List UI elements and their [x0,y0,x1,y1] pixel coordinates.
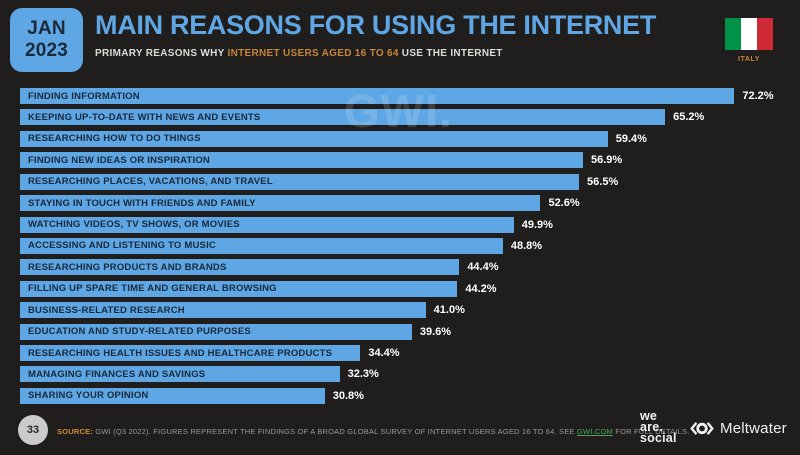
bar-value-label: 39.6% [419,325,452,338]
country-block: ITALY [725,18,773,63]
was-line-2: are. [640,420,664,434]
chart-row: FINDING NEW IDEAS OR INSPIRATION 56.9% [20,152,772,169]
flag-stripe-green [725,18,741,50]
chart-row: RESEARCHING HEALTH ISSUES AND HEALTHCARE… [20,345,772,362]
subtitle-highlight: INTERNET USERS AGED 16 TO 64 [227,48,399,59]
bar-category-label: RESEARCHING PRODUCTS AND BRANDS [28,261,227,273]
bar-value-label: 32.3% [347,368,379,381]
chart-row: FINDING INFORMATION 72.2% [20,88,774,104]
bar-value-label: 72.2% [742,90,774,102]
bar-category-label: KEEPING UP-TO-DATE WITH NEWS AND EVENTS [28,111,261,123]
meltwater-icon [690,422,714,435]
italy-flag-icon [725,18,773,50]
bar: RESEARCHING PRODUCTS AND BRANDS [20,259,460,276]
bar-category-label: RESEARCHING HOW TO DO THINGS [28,133,201,145]
chart-row: WATCHING VIDEOS, TV SHOWS, OR MOVIES 49.… [20,216,772,233]
subtitle-suffix: USE THE INTERNET [398,48,503,59]
bar-chart: FINDING INFORMATION 72.2% KEEPING UP-TO-… [20,88,774,404]
chart-row: RESEARCHING HOW TO DO THINGS 59.4% [20,130,772,147]
date-badge: JAN 2023 [10,8,83,72]
chart-row: ACCESSING AND LISTENING TO MUSIC 48.8% [20,237,772,254]
bar-value-label: 49.9% [521,218,553,231]
chart-row: RESEARCHING PLACES, VACATIONS, AND TRAVE… [20,173,772,190]
bar-value-label: 34.4% [368,347,400,360]
bar-value-label: 44.4% [467,261,499,274]
bar-category-label: SHARING YOUR OPINION [28,390,149,402]
bar-category-label: FILLING UP SPARE TIME AND GENERAL BROWSI… [28,283,277,295]
subtitle-prefix: PRIMARY REASONS WHY [95,48,228,59]
source-note: SOURCE: GWI (Q3 2022). FIGURES REPRESENT… [57,427,690,436]
bar: RESEARCHING HEALTH ISSUES AND HEALTHCARE… [20,345,361,362]
bar-category-label: BUSINESS-RELATED RESEARCH [28,304,185,316]
date-month: JAN [27,18,66,39]
bar: MANAGING FINANCES AND SAVINGS [20,366,340,383]
bar: FILLING UP SPARE TIME AND GENERAL BROWSI… [20,280,458,297]
bar-category-label: FINDING NEW IDEAS OR INSPIRATION [28,154,210,166]
source-suffix: FOR FULL DETAILS. [613,427,690,436]
bar-value-label: 30.8% [332,389,364,402]
bar-category-label: RESEARCHING HEALTH ISSUES AND HEALTHCARE… [28,347,333,359]
bar-value-label: 52.6% [548,197,580,210]
bar: STAYING IN TOUCH WITH FRIENDS AND FAMILY [20,195,541,212]
bar-category-label: EDUCATION AND STUDY-RELATED PURPOSES [28,326,251,338]
bar: SHARING YOUR OPINION [20,387,325,404]
source-link[interactable]: GWI.COM [577,427,613,436]
bar-category-label: ACCESSING AND LISTENING TO MUSIC [28,240,216,252]
bar-value-label: 59.4% [615,132,647,145]
bar: EDUCATION AND STUDY-RELATED PURPOSES [20,323,412,340]
bar: KEEPING UP-TO-DATE WITH NEWS AND EVENTS [20,109,666,126]
bar-value-label: 56.5% [587,175,619,188]
bar-category-label: MANAGING FINANCES AND SAVINGS [28,368,206,380]
bar: RESEARCHING PLACES, VACATIONS, AND TRAVE… [20,173,580,190]
was-line-3: social [640,431,677,445]
meltwater-wordmark: Meltwater [720,420,787,437]
chart-row: EDUCATION AND STUDY-RELATED PURPOSES 39.… [20,323,772,340]
chart-row: MANAGING FINANCES AND SAVINGS 32.3% [20,366,772,383]
flag-stripe-red [757,18,773,50]
bar: FINDING INFORMATION [20,88,735,104]
chart-row: BUSINESS-RELATED RESEARCH 41.0% [20,302,772,319]
was-line-1: we [640,409,658,423]
chart-row: RESEARCHING PRODUCTS AND BRANDS 44.4% [20,259,772,276]
source-text: GWI (Q3 2022). FIGURES REPRESENT THE FIN… [93,427,578,436]
flag-stripe-white [741,18,757,50]
chart-row: KEEPING UP-TO-DATE WITH NEWS AND EVENTS … [20,109,772,126]
bar-value-label: 56.9% [591,154,623,167]
bar-category-label: RESEARCHING PLACES, VACATIONS, AND TRAVE… [28,176,273,188]
meltwater-logo: Meltwater [688,419,787,438]
header: MAIN REASONS FOR USING THE INTERNET PRIM… [95,10,656,59]
bar-category-label: FINDING INFORMATION [28,90,140,102]
bar: BUSINESS-RELATED RESEARCH [20,302,426,319]
footer: 33 SOURCE: GWI (Q3 2022). FIGURES REPRES… [0,405,800,455]
date-year: 2023 [24,40,69,61]
bar: RESEARCHING HOW TO DO THINGS [20,130,608,147]
page-number-badge: 33 [18,415,48,445]
page-title: MAIN REASONS FOR USING THE INTERNET [95,10,657,40]
bar-value-label: 65.2% [673,111,705,124]
chart-row: SHARING YOUR OPINION 30.8% [20,387,772,404]
bar: WATCHING VIDEOS, TV SHOWS, OR MOVIES [20,216,514,233]
bar: FINDING NEW IDEAS OR INSPIRATION [20,152,583,169]
page-subtitle: PRIMARY REASONS WHY INTERNET USERS AGED … [95,48,656,59]
bar-value-label: 44.2% [465,282,497,295]
chart-row: FILLING UP SPARE TIME AND GENERAL BROWSI… [20,280,772,297]
we-are-social-logo: we are. social [640,409,677,445]
bar: ACCESSING AND LISTENING TO MUSIC [20,237,503,254]
bar-value-label: 48.8% [510,239,543,252]
bar-category-label: WATCHING VIDEOS, TV SHOWS, OR MOVIES [28,219,240,231]
bar-category-label: STAYING IN TOUCH WITH FRIENDS AND FAMILY [28,197,256,209]
chart-row: STAYING IN TOUCH WITH FRIENDS AND FAMILY… [20,195,772,212]
country-label: ITALY [737,56,761,63]
source-tag: SOURCE: [57,427,93,436]
bar-value-label: 41.0% [433,304,465,317]
